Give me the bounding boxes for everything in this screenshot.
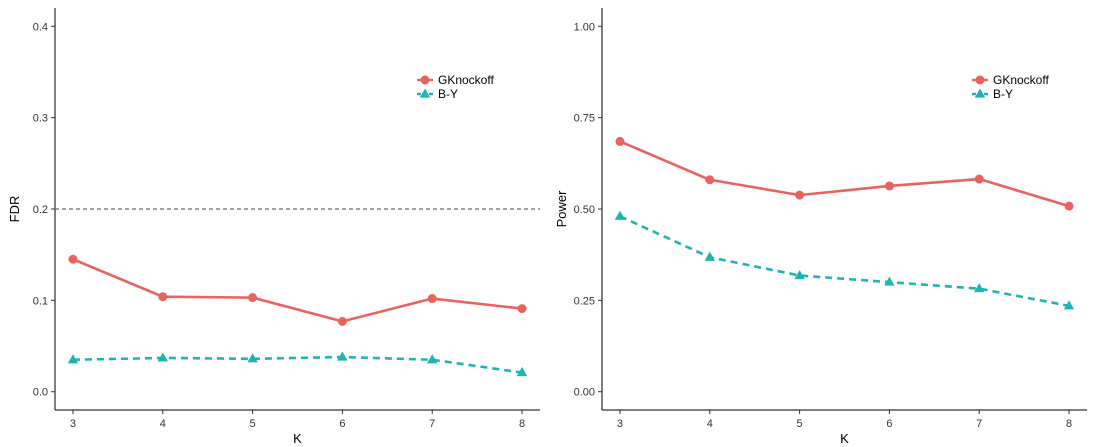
legend-label: GKnockoff [438,73,494,87]
legend-marker [975,75,985,85]
data-point [337,316,347,326]
data-point [705,175,715,185]
x-tick-label: 6 [339,418,345,430]
legend-label: B-Y [438,87,458,101]
data-point [1064,201,1074,211]
data-point [247,353,258,363]
data-point [884,276,895,286]
data-point [974,174,984,184]
series-b-y [67,351,528,377]
series-gknockoff [615,136,1074,211]
y-axis-title: Power [554,190,569,228]
data-point [158,292,168,302]
series-line [619,140,1070,208]
x-tick-label: 4 [160,418,166,430]
y-tick-label: 0.50 [574,204,595,216]
series-line [72,258,523,323]
data-point [795,190,805,200]
y-tick-label: 0.75 [574,113,595,125]
data-point [426,354,438,364]
series-line [72,355,523,374]
data-point [68,254,78,264]
legend-marker [974,88,986,98]
data-point [337,351,348,361]
data-point [517,304,527,314]
legend-label: B-Y [993,87,1013,101]
data-point [67,354,79,364]
y-axis-title: FDR [7,196,22,223]
x-axis-title: K [293,431,302,446]
data-point [157,352,169,362]
x-tick-label: 3 [617,418,623,430]
chart-panel-2: 0.00 0.25 0.50 0.75 1.00 3 4 5 6 7 8 K Power GKnockof… [554,8,1087,446]
y-tick-label: 1.00 [574,21,595,33]
x-tick-label: 6 [886,418,892,430]
legend-label: GKnockoff [993,73,1049,87]
y-tick-label: 0.4 [33,21,48,33]
series-line [619,215,1070,308]
data-point [973,283,985,293]
series-gknockoff [68,254,527,326]
x-tick-label: 7 [429,418,435,430]
legend-marker [419,88,431,98]
y-tick-label: 0.3 [33,113,48,125]
y-tick-label: 0.1 [33,295,48,307]
legend-marker [420,75,430,85]
data-point [615,136,625,146]
y-tick-label: 0.25 [574,295,595,307]
data-point [427,294,437,304]
legend-item: B-Y [972,87,1013,101]
data-point [1063,300,1075,310]
series-b-y [614,210,1075,310]
legend-item: B-Y [417,87,458,101]
legend-item: GKnockoff [417,73,494,87]
x-tick-label: 4 [707,418,713,430]
x-axis-title: K [840,431,849,446]
y-tick-label: 0.0 [33,387,48,399]
legend-item: GKnockoff [972,73,1049,87]
y-tick-label: 0.2 [33,204,48,216]
x-tick-label: 3 [70,418,76,430]
data-point [248,293,258,303]
data-point [516,367,528,377]
x-tick-label: 8 [519,418,525,430]
data-point [704,251,716,261]
y-tick-label: 0.00 [574,387,595,399]
data-point [794,270,805,280]
x-tick-label: 5 [250,418,256,430]
x-tick-label: 5 [797,418,803,430]
data-point [884,181,894,191]
data-point [614,210,626,220]
x-tick-label: 8 [1066,418,1072,430]
x-tick-label: 7 [976,418,982,430]
